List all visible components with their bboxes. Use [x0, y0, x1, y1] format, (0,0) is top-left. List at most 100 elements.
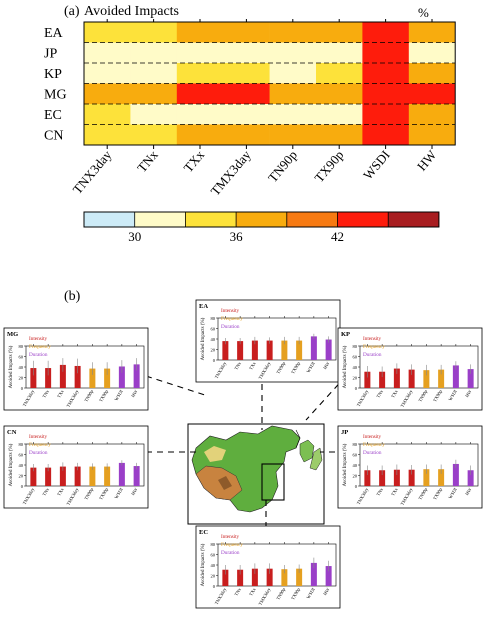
- bar-y-axis-label: Avoided Impacts (%): [343, 443, 348, 486]
- bar-y-tick-label: 40: [353, 365, 358, 370]
- heatmap-cell: [84, 22, 131, 43]
- bar: [222, 341, 229, 360]
- bar-legend-entry: Frequency: [363, 344, 385, 350]
- heatmap-cell: [408, 104, 456, 125]
- bar-y-tick-label: 80: [211, 316, 216, 321]
- bar-x-tick-label: TX90p: [432, 486, 443, 500]
- heatmap-cell: [269, 124, 317, 146]
- bar-x-tick-label: TNx: [375, 486, 384, 496]
- bar-panel-region-label: KP: [341, 331, 350, 338]
- heatmap-cell: [84, 83, 131, 105]
- heatmap-column-label: TMX3day: [207, 147, 254, 199]
- bar-x-tick-label: WSDI: [448, 487, 458, 500]
- bar-legend-entry: Frequency: [29, 442, 51, 448]
- bar-panel-region-label: EA: [199, 303, 208, 310]
- bar-legend-entry: Frequency: [221, 542, 243, 548]
- bar-y-tick-label: 0: [213, 358, 216, 363]
- panel-a-unit: %: [418, 5, 429, 20]
- bar-x-tick-label: TXx: [56, 486, 65, 496]
- bar-panel-region-label: JP: [341, 429, 348, 436]
- heatmap-cell: [408, 63, 456, 84]
- bar: [310, 562, 317, 586]
- bar-legend-entry: Intensity: [221, 308, 240, 314]
- heatmap-cell: [269, 83, 317, 105]
- bar-x-tick-label: TN90p: [417, 388, 428, 402]
- bar: [45, 467, 52, 486]
- bar: [467, 470, 474, 486]
- bar-x-tick-label: HW: [130, 388, 138, 398]
- bar-x-tick-label: TNx: [233, 586, 242, 596]
- bar-x-tick-label: TXx: [248, 586, 257, 596]
- heatmap-column-label: TNX3day: [70, 147, 115, 197]
- bar-y-tick-label: 60: [19, 453, 24, 458]
- heatmap-cell: [316, 83, 363, 105]
- bar: [133, 364, 140, 388]
- bar-legend-entry: Intensity: [363, 336, 382, 342]
- bar-legend-entry: Duration: [363, 450, 382, 456]
- bar: [408, 369, 415, 388]
- colorbar-tick-label: 36: [230, 229, 244, 244]
- bar-panel-region-label: EC: [199, 529, 208, 536]
- bar: [237, 341, 244, 360]
- heatmap-cell: [269, 22, 317, 43]
- bar-panel-mg: MG 0 20 40 60 80 Avoided Impacts (%) Intensity F…: [3, 327, 149, 411]
- bar-x-tick-label: WSDI: [448, 389, 458, 402]
- heatmap-cell: [408, 42, 456, 64]
- bar-legend-entry: Frequency: [29, 344, 51, 350]
- bar-legend-entry: Duration: [221, 324, 240, 330]
- bar-legend-entry: Intensity: [29, 434, 48, 440]
- heatmap-row-label: KP: [44, 67, 62, 82]
- heatmap-cell: [223, 63, 270, 84]
- heatmap-cell: [408, 83, 456, 105]
- panel-a-label: (a): [64, 4, 80, 19]
- bar-y-tick-label: 20: [353, 376, 358, 381]
- bar: [310, 336, 317, 360]
- bar-legend-entry: Intensity: [29, 336, 48, 342]
- heatmap-row-label: EC: [44, 108, 62, 123]
- bar-y-tick-label: 80: [211, 542, 216, 547]
- bar: [438, 469, 445, 486]
- heatmap-row-label: CN: [44, 129, 63, 144]
- bar-y-tick-label: 60: [211, 327, 216, 332]
- colorbar-tick-label: 30: [128, 229, 141, 244]
- bar: [296, 568, 303, 586]
- bar: [133, 466, 140, 486]
- bar-x-tick-label: TXx: [390, 388, 399, 398]
- heatmap-cell: [223, 124, 270, 146]
- bar-x-tick-label: TNx: [233, 360, 242, 370]
- bar-y-tick-label: 0: [213, 584, 216, 589]
- heatmap-cell: [408, 22, 456, 43]
- bar-legend-entry: Frequency: [221, 316, 243, 322]
- bar-y-tick-label: 60: [211, 553, 216, 558]
- bar-y-axis-label: Avoided Impacts (%): [9, 443, 14, 486]
- bar-y-tick-label: 20: [211, 348, 216, 353]
- heatmap-cell: [84, 104, 131, 125]
- heatmap-cell: [84, 63, 131, 84]
- bar-panels: EA 0 20 40 60 80 Avoided Impacts (%) Intensity F…: [3, 299, 483, 609]
- heatmap-cell: [223, 104, 270, 125]
- bar-x-tick-label: TX90p: [432, 388, 443, 402]
- bar: [296, 340, 303, 360]
- heatmap: EA JP KP MG EC CN TNX3day TNx TXx TMX3day TN90p TX9…: [44, 19, 456, 198]
- bar-y-tick-label: 20: [211, 574, 216, 579]
- heatmap-cell: [176, 83, 224, 105]
- bar-y-tick-label: 40: [211, 337, 216, 342]
- heatmap-cell: [84, 124, 131, 146]
- heatmap-cell: [130, 22, 178, 43]
- bar: [89, 466, 96, 486]
- bar: [364, 371, 371, 388]
- bar: [45, 368, 52, 388]
- bar: [408, 469, 415, 486]
- bar-x-tick-label: WSDI: [306, 587, 316, 600]
- bar-legend-entry: Duration: [221, 550, 240, 556]
- bar: [364, 470, 371, 486]
- bar: [74, 466, 81, 486]
- bar-y-tick-label: 80: [353, 344, 358, 349]
- panel-b-label: (b): [64, 289, 81, 304]
- heatmap-cell: [362, 83, 410, 105]
- bar-y-axis-label: Avoided Impacts (%): [201, 317, 206, 360]
- heatmap-row-label: EA: [44, 26, 64, 41]
- colorbar-swatch: [286, 212, 338, 227]
- heatmap-cell: [316, 42, 363, 64]
